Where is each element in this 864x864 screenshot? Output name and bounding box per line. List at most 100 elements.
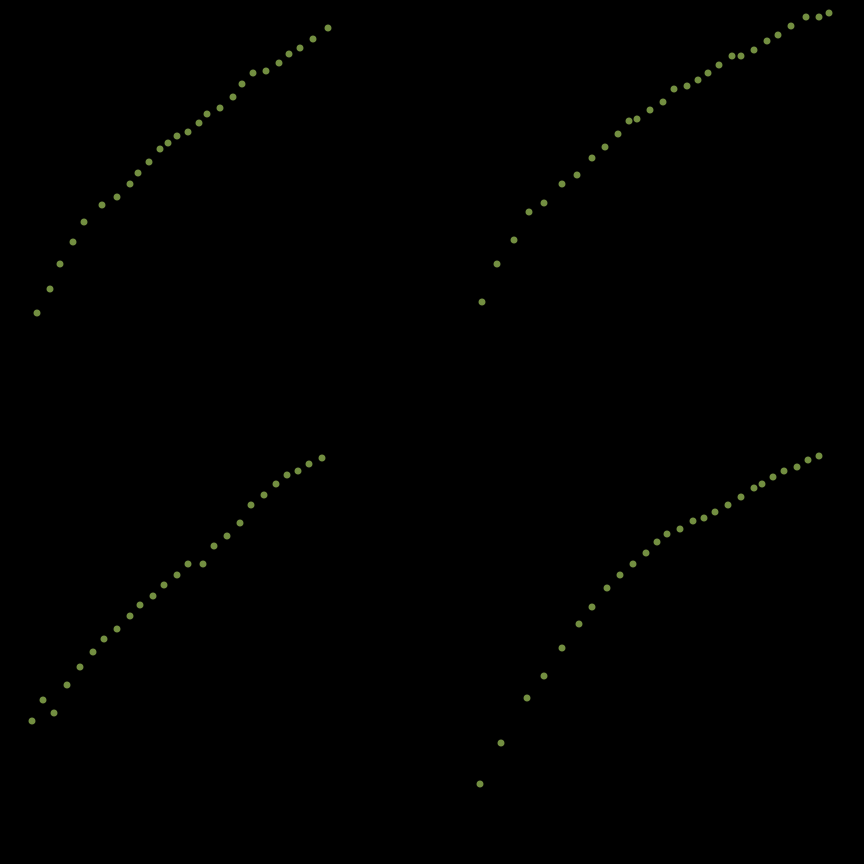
- scatter-point: [750, 46, 757, 53]
- scatter-panel-top-right: [432, 0, 864, 432]
- scatter-point: [249, 70, 256, 77]
- scatter-point: [558, 180, 565, 187]
- scatter-point: [210, 543, 217, 550]
- scatter-point: [262, 68, 269, 75]
- scatter-point: [146, 159, 153, 166]
- scatter-point: [223, 532, 230, 539]
- scatter-point: [230, 94, 237, 101]
- scatter-point: [236, 519, 243, 526]
- scatter-point: [737, 493, 744, 500]
- scatter-point: [770, 474, 777, 481]
- scatter-point: [794, 463, 801, 470]
- scatter-panel-bottom-left: [0, 432, 432, 864]
- scatter-panel-top-left: [0, 0, 432, 432]
- scatter-point: [701, 515, 708, 522]
- scatter-point: [184, 560, 191, 567]
- scatter-point: [150, 593, 157, 600]
- scatter-panel-bottom-right: [432, 432, 864, 864]
- scatter-point: [653, 539, 660, 546]
- scatter-point: [588, 154, 595, 161]
- scatter-point: [33, 310, 40, 317]
- scatter-point: [711, 508, 718, 515]
- scatter-point: [217, 105, 224, 112]
- scatter-point: [493, 260, 500, 267]
- scatter-point: [601, 143, 608, 150]
- scatter-point: [558, 645, 565, 652]
- scatter-point: [729, 53, 736, 60]
- scatter-point: [759, 480, 766, 487]
- scatter-point: [286, 51, 293, 58]
- scatter-point: [478, 299, 485, 306]
- scatter-point: [781, 467, 788, 474]
- scatter-point: [541, 200, 548, 207]
- scatter-point: [573, 171, 580, 178]
- scatter-point: [647, 107, 654, 114]
- scatter-point: [161, 582, 168, 589]
- scatter-point: [113, 193, 120, 200]
- scatter-point: [184, 128, 191, 135]
- scatter-point: [126, 180, 133, 187]
- scatter-point: [40, 696, 47, 703]
- scatter-point: [724, 502, 731, 509]
- scatter-point: [511, 236, 518, 243]
- scatter-point: [603, 584, 610, 591]
- scatter-point: [174, 571, 181, 578]
- scatter-point: [200, 560, 207, 567]
- scatter-point: [694, 76, 701, 83]
- scatter-point: [195, 120, 202, 127]
- scatter-point: [664, 530, 671, 537]
- scatter-point: [614, 130, 621, 137]
- scatter-point: [815, 14, 822, 21]
- scatter-point: [70, 238, 77, 245]
- scatter-point: [660, 98, 667, 105]
- scatter-point: [526, 208, 533, 215]
- scatter-point: [804, 457, 811, 464]
- scatter-point: [165, 139, 172, 146]
- scatter-point: [310, 35, 317, 42]
- scatter-point: [295, 467, 302, 474]
- scatter-point: [135, 169, 142, 176]
- scatter-point: [273, 480, 280, 487]
- scatter-point: [137, 601, 144, 608]
- scatter-point: [815, 452, 822, 459]
- scatter-point: [683, 83, 690, 90]
- scatter-point: [156, 146, 163, 153]
- scatter-point: [260, 491, 267, 498]
- scatter-point: [498, 740, 505, 747]
- scatter-point: [476, 781, 483, 788]
- scatter-point: [705, 70, 712, 77]
- scatter-point: [541, 673, 548, 680]
- scatter-point: [275, 59, 282, 66]
- scatter-point: [787, 22, 794, 29]
- scatter-point: [126, 612, 133, 619]
- scatter-point: [89, 649, 96, 656]
- scatter-point: [318, 454, 325, 461]
- scatter-point: [305, 461, 312, 468]
- scatter-point: [634, 115, 641, 122]
- scatter-grid: [0, 0, 864, 864]
- scatter-point: [625, 117, 632, 124]
- scatter-point: [113, 625, 120, 632]
- scatter-point: [629, 560, 636, 567]
- scatter-point: [204, 111, 211, 118]
- scatter-point: [284, 472, 291, 479]
- scatter-point: [737, 53, 744, 60]
- scatter-point: [46, 286, 53, 293]
- scatter-point: [616, 571, 623, 578]
- scatter-point: [325, 25, 332, 32]
- scatter-point: [297, 44, 304, 51]
- scatter-point: [826, 9, 833, 16]
- scatter-point: [763, 38, 770, 45]
- scatter-point: [98, 202, 105, 209]
- scatter-point: [174, 133, 181, 140]
- scatter-point: [247, 502, 254, 509]
- scatter-point: [57, 260, 64, 267]
- scatter-point: [29, 718, 36, 725]
- scatter-point: [642, 549, 649, 556]
- scatter-point: [524, 694, 531, 701]
- scatter-point: [63, 681, 70, 688]
- scatter-point: [51, 709, 58, 716]
- scatter-point: [716, 61, 723, 68]
- scatter-point: [690, 517, 697, 524]
- scatter-point: [575, 621, 582, 628]
